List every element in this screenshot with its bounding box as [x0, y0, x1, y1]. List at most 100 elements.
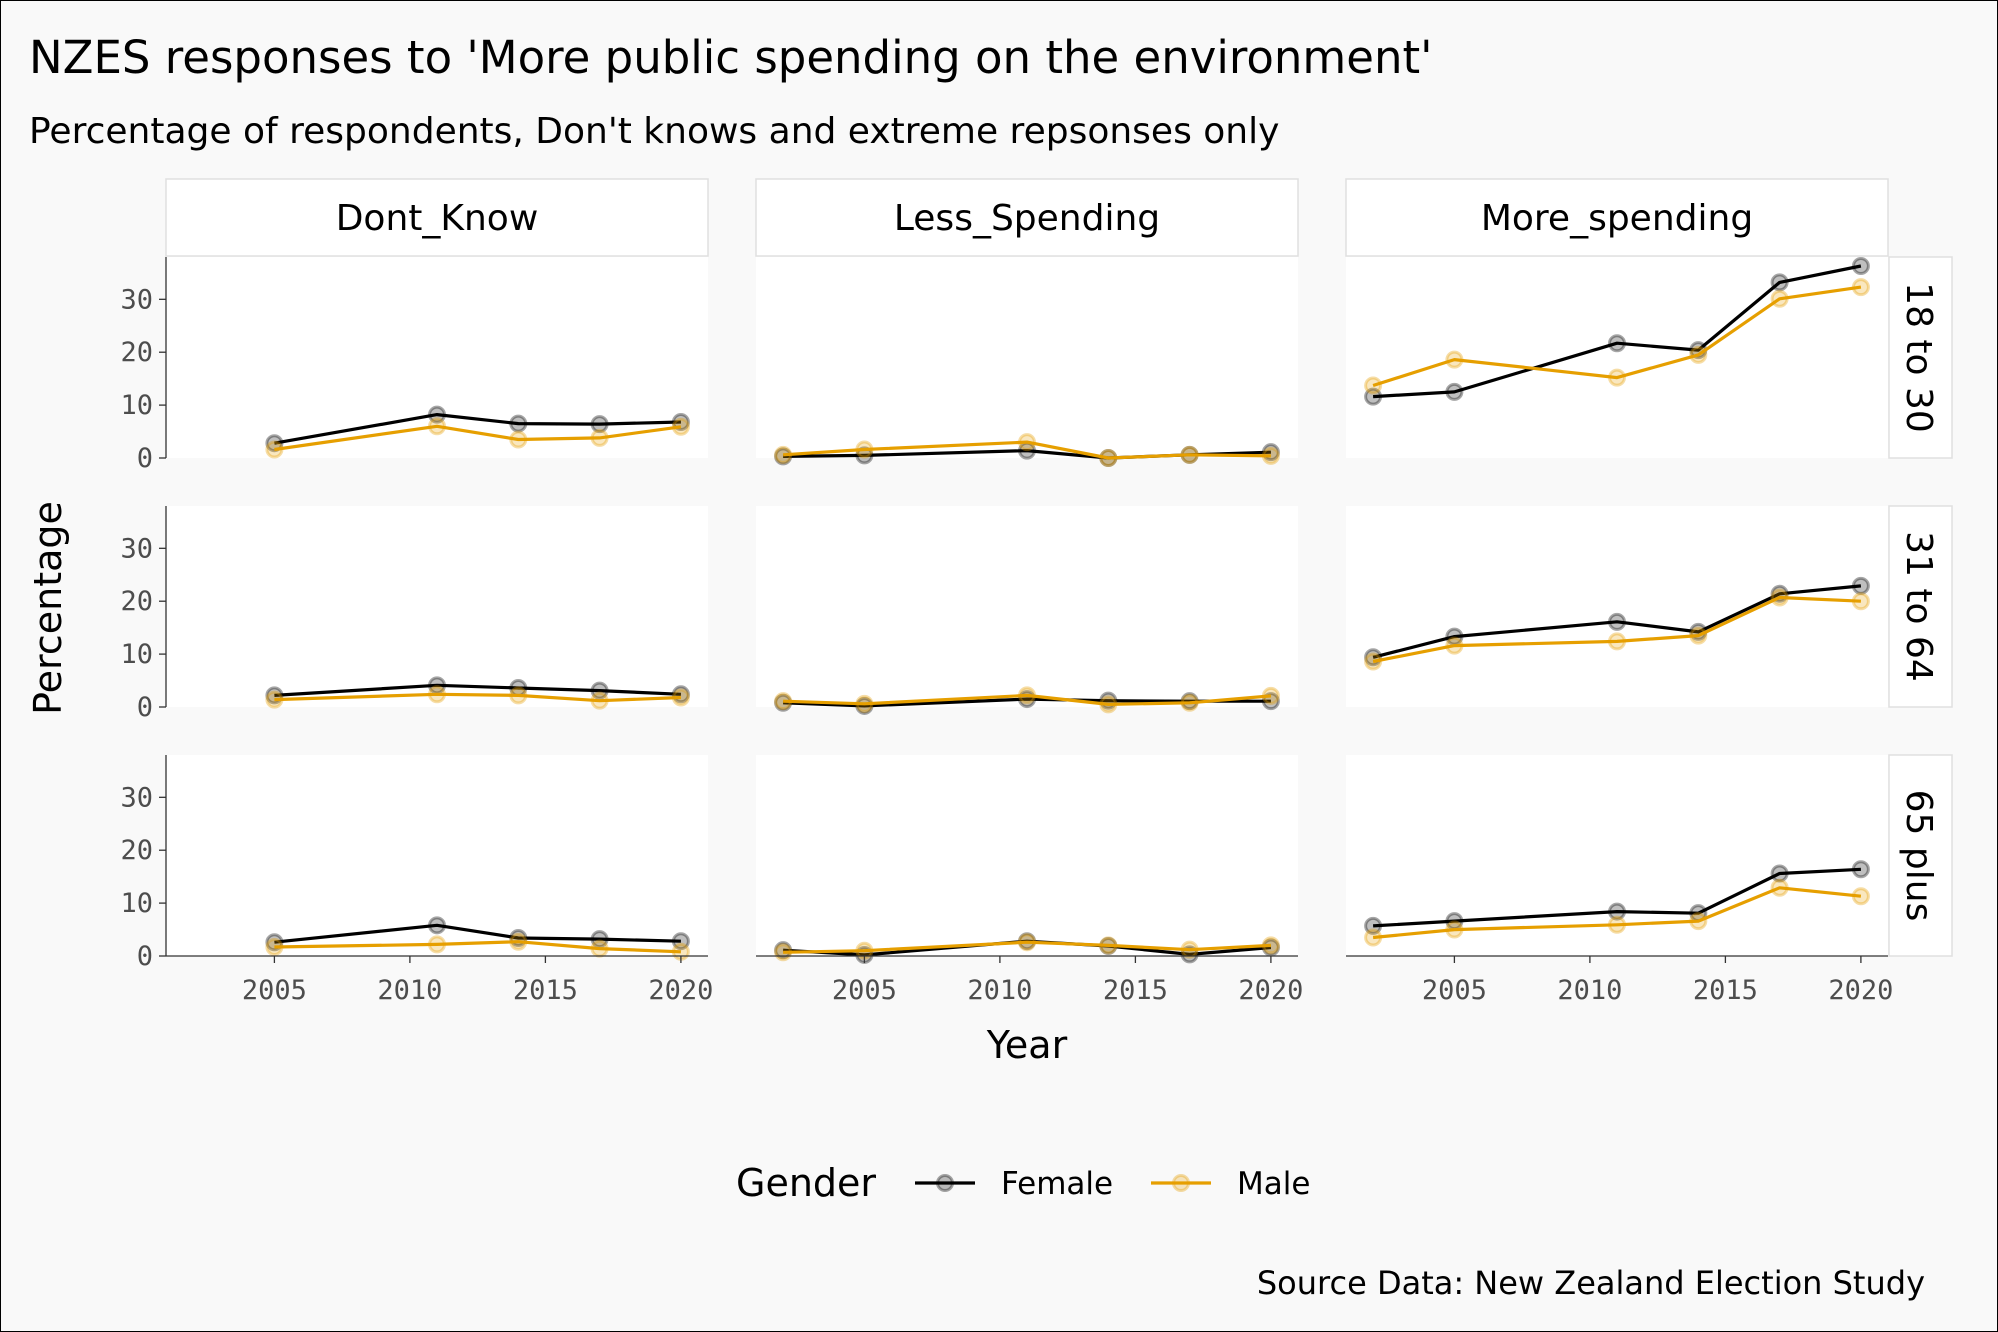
data-point-female	[428, 405, 446, 424]
y-tick-label: 30	[120, 284, 153, 315]
data-point-female	[1364, 916, 1383, 935]
data-point-male	[1364, 928, 1383, 947]
data-point-female	[1851, 860, 1870, 879]
legend-label-female: Female	[1001, 1166, 1113, 1202]
data-point-male	[1689, 626, 1708, 645]
data-point-male	[265, 440, 284, 459]
data-point-male	[509, 430, 528, 449]
data-point-male	[1364, 376, 1383, 395]
y-tick-label: 0	[137, 692, 153, 723]
x-tick-label: 2010	[377, 975, 442, 1006]
data-point-male	[1180, 693, 1199, 712]
y-tick-label: 10	[120, 390, 153, 421]
data-point-male	[774, 445, 793, 464]
x-axis-title: Year	[986, 1023, 1068, 1067]
series-line-male	[782, 440, 1271, 460]
chart-subtitle: Percentage of respondents, Don't knows a…	[29, 111, 1279, 152]
strip-label-more-spending: More_spending	[1481, 198, 1753, 239]
data-point-male	[265, 938, 284, 957]
panel-data-31-to-64-dont-know	[265, 676, 690, 710]
data-point-male	[855, 694, 874, 713]
data-point-male	[1770, 588, 1789, 607]
data-point-male	[1851, 592, 1870, 611]
panel-data-31-to-64-less-spending	[774, 686, 1280, 715]
data-point-male	[1689, 912, 1708, 931]
data-point-male	[774, 943, 793, 962]
data-point-male	[1261, 936, 1280, 955]
strip-col-more-spending	[1345, 178, 1889, 257]
x-tick-label: 2015	[513, 975, 578, 1006]
data-point-female	[509, 414, 528, 433]
x-tick-label: 2005	[1422, 975, 1487, 1006]
data-point-male	[1018, 433, 1036, 452]
legend: Gender Female Male	[736, 1161, 1310, 1205]
data-point-male	[1099, 449, 1118, 467]
data-point-male	[1608, 915, 1626, 934]
data-point-male	[509, 932, 528, 951]
panel-18-to-30-more-spending	[1346, 257, 1888, 458]
strip-label-less-spending: Less_Spending	[894, 198, 1160, 239]
strip-label-65-plus: 65 plus	[1898, 790, 1939, 922]
series-line-female	[274, 683, 681, 697]
series-line-male	[1372, 886, 1862, 940]
data-point-male	[1445, 920, 1464, 939]
data-point-male	[671, 688, 690, 707]
data-point-male	[774, 692, 793, 711]
panel-data-65-plus-more-spending	[1364, 860, 1870, 947]
strip-col-dont-know	[165, 178, 709, 257]
data-point-male	[1851, 278, 1870, 297]
x-tick-label: 2010	[967, 975, 1032, 1006]
data-point-male	[428, 417, 446, 436]
data-point-male	[1770, 289, 1789, 308]
data-point-male	[1261, 686, 1280, 705]
data-point-female	[1608, 612, 1626, 631]
strip-row-18-to-30	[1888, 256, 1953, 459]
data-point-female	[671, 932, 690, 951]
chart-title: NZES responses to 'More public spending …	[29, 31, 1432, 84]
y-tick-label: 20	[120, 835, 153, 866]
series-line-female	[274, 923, 681, 944]
panel-31-to-64-dont-know	[166, 506, 708, 707]
y-tick-label: 20	[120, 337, 153, 368]
panel-data-18-to-30-more-spending	[1364, 256, 1870, 406]
series-line-male	[274, 424, 682, 452]
data-point-male	[1445, 350, 1464, 369]
data-point-female	[428, 916, 446, 935]
data-point-male	[1180, 940, 1199, 959]
data-point-male	[590, 939, 609, 958]
x-tick-label: 2005	[242, 975, 307, 1006]
strip-label-dont-know: Dont_Know	[336, 198, 539, 239]
x-tick-label: 2015	[1693, 975, 1758, 1006]
data-point-female	[1851, 576, 1870, 595]
data-point-female	[1770, 273, 1789, 292]
data-point-female	[1608, 902, 1626, 921]
strip-col-less-spending	[755, 178, 1299, 257]
data-point-male	[1099, 695, 1118, 714]
data-point-female	[1608, 334, 1626, 353]
panel-data-31-to-64-more-spending	[1364, 576, 1870, 671]
x-tick-label: 2010	[1557, 975, 1622, 1006]
data-point-female	[1261, 938, 1280, 957]
data-point-male	[1018, 686, 1036, 705]
data-point-female	[590, 415, 609, 434]
data-point-female	[265, 434, 284, 453]
data-point-male	[1364, 652, 1383, 671]
series-line-male	[274, 940, 681, 954]
data-point-male	[590, 691, 609, 710]
series-line-male	[1372, 285, 1862, 388]
x-tick-label: 2015	[1103, 975, 1168, 1006]
axes: 0 10 20 30 0 10 20 30 0 10 20 30 2005 2010 2015 2020 200…	[120, 257, 1893, 1006]
panel-data-18-to-30-dont-know	[265, 405, 690, 459]
data-point-male	[428, 935, 446, 954]
legend-key-point-male	[1172, 1174, 1190, 1192]
data-point-male	[1770, 878, 1789, 897]
data-point-male	[1445, 636, 1464, 655]
data-point-male	[1689, 345, 1708, 364]
strip-row-65-plus	[1888, 754, 1953, 957]
panel-data-65-plus-dont-know	[265, 916, 690, 961]
series-line-male	[1372, 595, 1861, 664]
data-point-male	[671, 417, 690, 436]
y-tick-label: 20	[120, 586, 153, 617]
